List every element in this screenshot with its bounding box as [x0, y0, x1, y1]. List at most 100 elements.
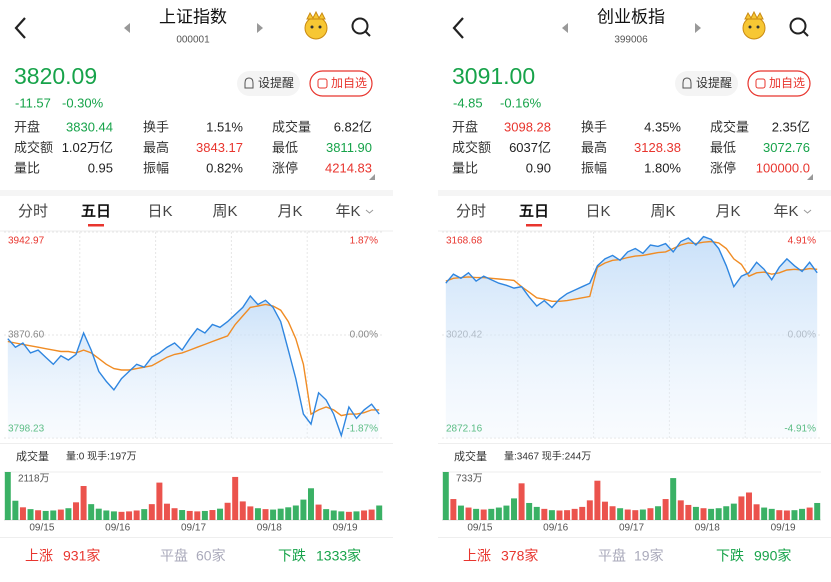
volume-bar — [292, 505, 299, 520]
price-area — [7, 296, 380, 438]
breadth-label: 上涨 — [25, 548, 53, 564]
price: 3820.09 — [14, 63, 97, 89]
back-button[interactable] — [14, 17, 26, 39]
volume-bar — [330, 510, 337, 520]
volume-bar — [209, 510, 216, 520]
alert-label: 设提醒 — [696, 75, 732, 90]
volume-bar — [308, 488, 314, 520]
date-label: 09/18 — [695, 523, 720, 534]
tab[interactable]: 日K — [585, 203, 610, 220]
volume-bar — [480, 509, 487, 520]
alert-button[interactable] — [237, 71, 300, 96]
tab[interactable]: 周K — [650, 203, 675, 220]
volume-bar — [495, 507, 502, 520]
tab[interactable]: 年K — [335, 203, 360, 220]
date-label: 09/16 — [543, 523, 568, 534]
volume-bar — [361, 510, 368, 520]
next-arrow[interactable] — [257, 23, 263, 33]
tab[interactable]: 分时 — [456, 203, 486, 220]
search-icon[interactable] — [789, 17, 807, 35]
volume-bar — [80, 486, 87, 520]
volume-bar — [457, 505, 464, 520]
volume-bar — [692, 506, 699, 520]
stat-label: 最高 — [143, 140, 169, 155]
avg-line — [445, 240, 818, 302]
breadth-label: 下跌 — [278, 548, 306, 564]
change-pct: -0.16% — [500, 95, 542, 110]
plus-icon — [755, 78, 766, 89]
search-icon[interactable] — [351, 17, 369, 35]
breadth-separator — [0, 537, 393, 538]
volume-max-label: 733万 — [456, 474, 483, 485]
change: -4.85 — [453, 95, 483, 110]
tab[interactable]: 分时 — [18, 203, 48, 220]
prev-arrow[interactable] — [124, 23, 130, 33]
mascot-icon[interactable] — [304, 10, 328, 40]
stat-value: 0.95 — [88, 160, 113, 175]
volume-bar — [746, 492, 752, 520]
tab[interactable]: 五日 — [519, 203, 549, 220]
volume-bar — [791, 510, 798, 520]
volume-bar — [670, 478, 677, 520]
date-label: 09/19 — [771, 523, 796, 534]
back-button[interactable] — [452, 17, 464, 39]
volume-bar — [224, 502, 231, 520]
watch-label: 加自选 — [331, 76, 367, 90]
tab[interactable]: 月K — [277, 203, 302, 220]
date-label: 09/18 — [257, 523, 282, 534]
volume-bar — [473, 508, 480, 520]
stat-label: 换手 — [581, 119, 607, 134]
volume-bar — [12, 500, 19, 520]
watch-button[interactable] — [309, 70, 373, 97]
stat-value: 3843.17 — [196, 140, 243, 155]
volume-separator — [438, 443, 831, 444]
y-tick-label: 3942.97 — [8, 236, 45, 247]
date-label: 09/15 — [29, 523, 54, 534]
tab[interactable]: 周K — [212, 203, 237, 220]
stat-value: 3830.44 — [66, 119, 113, 134]
mascot-eye — [756, 25, 760, 29]
tab[interactable]: 五日 — [81, 203, 111, 220]
volume-bar — [632, 510, 639, 520]
tabs-separator — [0, 190, 393, 196]
stat-label: 量比 — [452, 160, 478, 175]
breadth-value: 19家 — [634, 548, 664, 564]
breadth-label: 平盘 — [598, 548, 626, 564]
tab[interactable]: 月K — [715, 203, 740, 220]
volume-label: 成交量 — [16, 449, 49, 463]
volume-bar — [285, 507, 292, 520]
breadth-value: 1333家 — [316, 548, 361, 564]
volume-bar — [624, 509, 631, 520]
volume-bar — [715, 508, 722, 520]
stat-label: 成交量 — [710, 119, 749, 134]
avg-line — [7, 303, 380, 417]
volume-bar — [533, 506, 540, 520]
pct-tick-label: 4.91% — [788, 236, 816, 247]
volume-label: 成交量 — [454, 449, 487, 463]
prev-arrow[interactable] — [562, 23, 568, 33]
volume-bar — [4, 472, 11, 520]
volume-bar — [586, 500, 593, 520]
volume-bar — [73, 502, 79, 520]
watch-button[interactable] — [747, 70, 811, 97]
tab[interactable]: 日K — [147, 203, 172, 220]
stat-label: 最低 — [272, 140, 298, 155]
volume-bar — [594, 480, 601, 520]
next-arrow[interactable] — [695, 23, 701, 33]
volume-info: 量:0 现手:197万 — [66, 450, 137, 463]
volume-bar — [103, 510, 110, 520]
volume-bar — [609, 506, 616, 520]
tab[interactable]: 年K — [773, 203, 798, 220]
stat-label: 成交额 — [14, 140, 53, 155]
mascot-crown — [306, 10, 326, 20]
y-tick-label: 3168.68 — [446, 236, 483, 247]
date-label: 09/19 — [333, 523, 358, 534]
volume-bar — [806, 507, 813, 520]
pct-tick-label: 1.87% — [350, 236, 378, 247]
alert-button[interactable] — [675, 71, 738, 96]
stat-label: 成交额 — [452, 140, 491, 155]
plus-icon — [317, 78, 328, 89]
breadth-label: 平盘 — [160, 548, 188, 564]
mascot-icon[interactable] — [742, 10, 766, 40]
volume-bar — [118, 511, 125, 520]
